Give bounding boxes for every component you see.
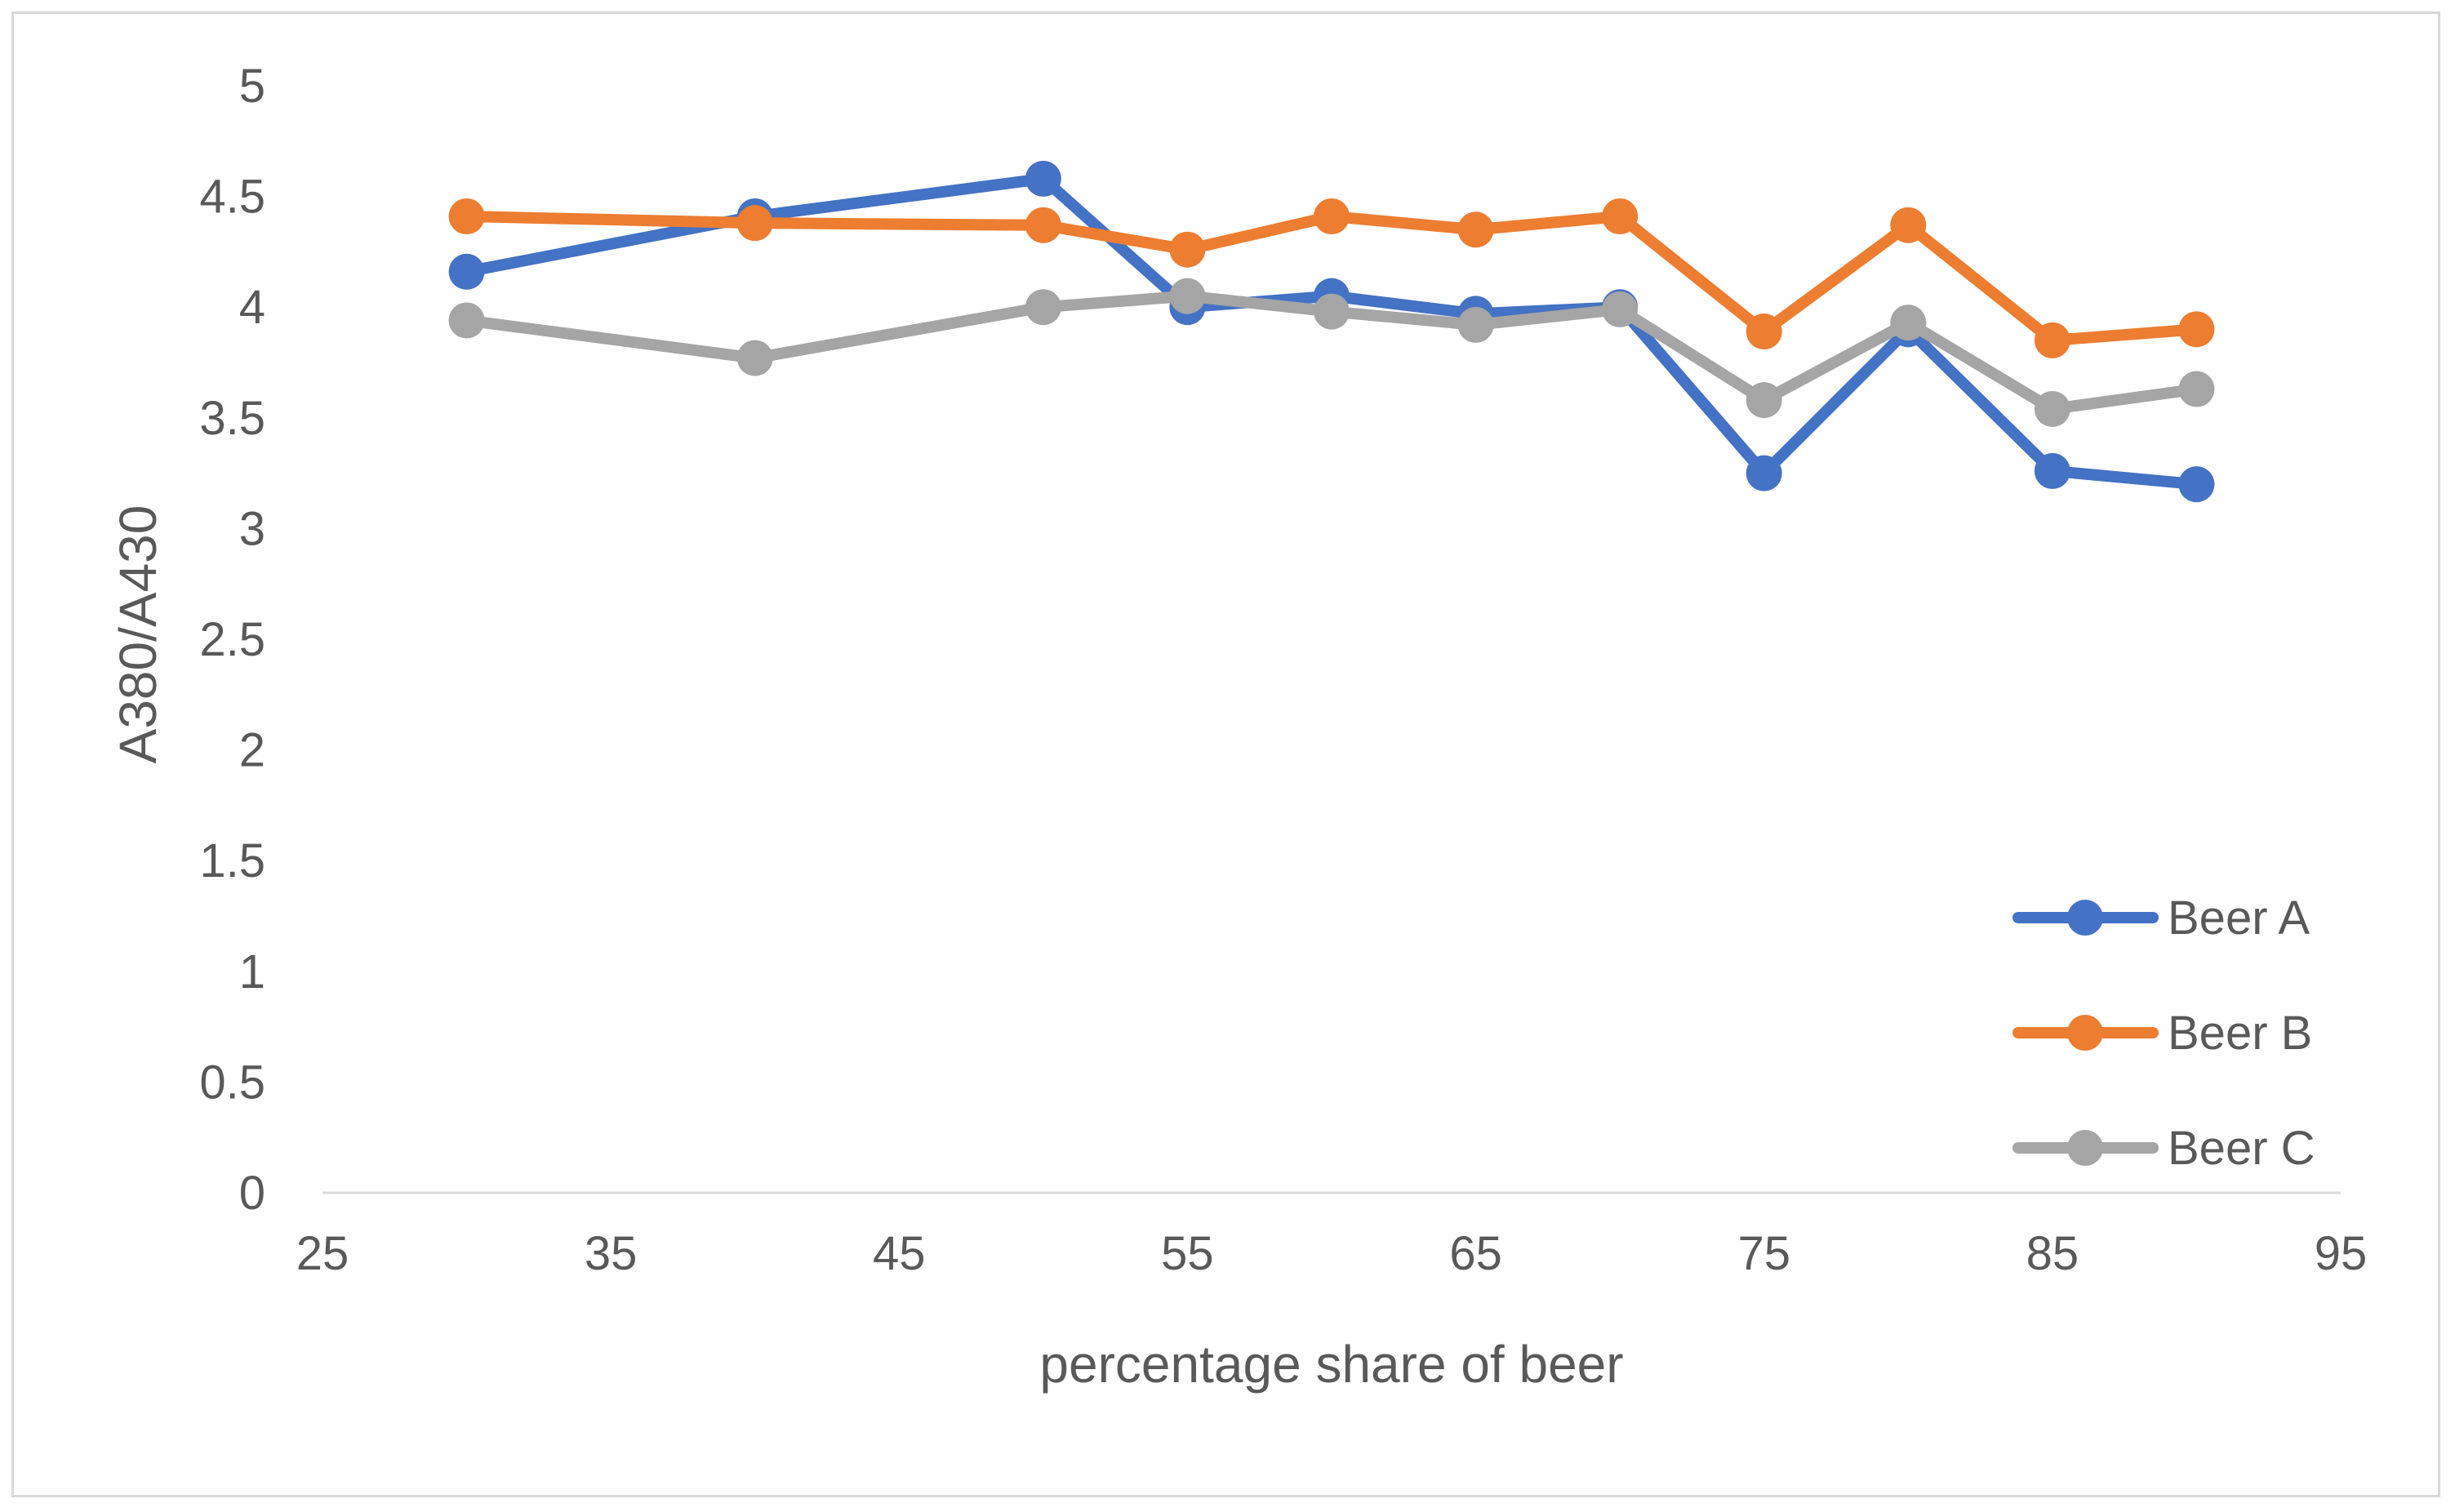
data-point bbox=[1457, 306, 1494, 343]
y-tick-label: 4 bbox=[239, 281, 265, 334]
data-point bbox=[1890, 305, 1927, 341]
y-tick-label: 2.5 bbox=[199, 613, 265, 666]
y-tick-labels: 0 0.5 1 1.5 2 2.5 3 3.5 4 4.5 5 bbox=[199, 60, 265, 1220]
y-tick-label: 2 bbox=[239, 724, 265, 777]
data-point bbox=[1169, 231, 1206, 268]
legend-item: Beer B bbox=[2012, 1007, 2312, 1060]
data-point bbox=[1025, 207, 1061, 243]
data-point bbox=[1314, 293, 1350, 330]
x-tick-label: 25 bbox=[296, 1227, 349, 1280]
data-point bbox=[1890, 207, 1927, 243]
legend-item: Beer C bbox=[2012, 1122, 2315, 1175]
x-tick-label: 55 bbox=[1161, 1227, 1214, 1280]
y-tick-label: 3.5 bbox=[199, 392, 265, 445]
data-point bbox=[2178, 311, 2215, 348]
x-axis-title: percentage share of beer bbox=[1039, 1335, 1623, 1394]
y-tick-label: 1.5 bbox=[199, 834, 265, 887]
legend-item: Beer A bbox=[2012, 892, 2310, 945]
chart-frame: 0 0.5 1 1.5 2 2.5 3 3.5 4 4.5 5 25 35 45 55 65 75 85 95 p… bbox=[11, 11, 2440, 1497]
legend: Beer A Beer B Beer C bbox=[2012, 892, 2315, 1175]
y-axis-title: A380/A430 bbox=[109, 505, 167, 764]
data-point bbox=[1025, 289, 1061, 326]
y-tick-label: 0.5 bbox=[199, 1056, 265, 1109]
x-tick-label: 85 bbox=[2026, 1227, 2079, 1280]
data-point bbox=[448, 253, 485, 290]
y-tick-label: 3 bbox=[239, 502, 265, 555]
data-point bbox=[1746, 382, 1782, 419]
data-point bbox=[2178, 466, 2215, 503]
legend-label: Beer C bbox=[2168, 1122, 2315, 1175]
data-point bbox=[736, 205, 773, 242]
series-beer-b bbox=[448, 198, 2215, 358]
line-chart: 0 0.5 1 1.5 2 2.5 3 3.5 4 4.5 5 25 35 45 55 65 75 85 95 p… bbox=[109, 60, 2368, 1394]
data-point bbox=[2034, 452, 2070, 489]
data-point bbox=[2034, 322, 2070, 358]
data-point bbox=[1457, 211, 1494, 248]
y-tick-label: 0 bbox=[239, 1167, 265, 1220]
data-point bbox=[2178, 371, 2215, 407]
data-point bbox=[736, 340, 773, 376]
data-point bbox=[1746, 314, 1782, 350]
x-tick-labels: 25 35 45 55 65 75 85 95 bbox=[296, 1227, 2368, 1280]
legend-swatch-marker bbox=[2067, 1015, 2103, 1051]
x-tick-label: 45 bbox=[873, 1227, 926, 1280]
series-beer-c bbox=[448, 278, 2215, 427]
data-point bbox=[1602, 291, 1639, 327]
series-layer bbox=[448, 160, 2215, 503]
data-point bbox=[448, 302, 485, 339]
y-tick-label: 4.5 bbox=[199, 171, 265, 224]
data-point bbox=[1746, 455, 1782, 491]
legend-label: Beer A bbox=[2168, 892, 2310, 945]
data-point bbox=[1025, 160, 1061, 197]
y-tick-label: 5 bbox=[239, 60, 265, 113]
legend-swatch-marker bbox=[2067, 900, 2103, 936]
x-tick-label: 75 bbox=[1737, 1227, 1790, 1280]
data-point bbox=[448, 198, 485, 235]
legend-swatch-marker bbox=[2067, 1130, 2103, 1166]
data-point bbox=[1602, 198, 1639, 235]
data-point bbox=[1314, 198, 1350, 235]
x-tick-label: 65 bbox=[1449, 1227, 1502, 1280]
x-tick-label: 35 bbox=[585, 1227, 638, 1280]
data-point bbox=[2034, 390, 2070, 427]
y-tick-label: 1 bbox=[239, 945, 265, 998]
legend-label: Beer B bbox=[2168, 1007, 2312, 1060]
data-point bbox=[1169, 278, 1206, 314]
x-tick-label: 95 bbox=[2315, 1227, 2368, 1280]
